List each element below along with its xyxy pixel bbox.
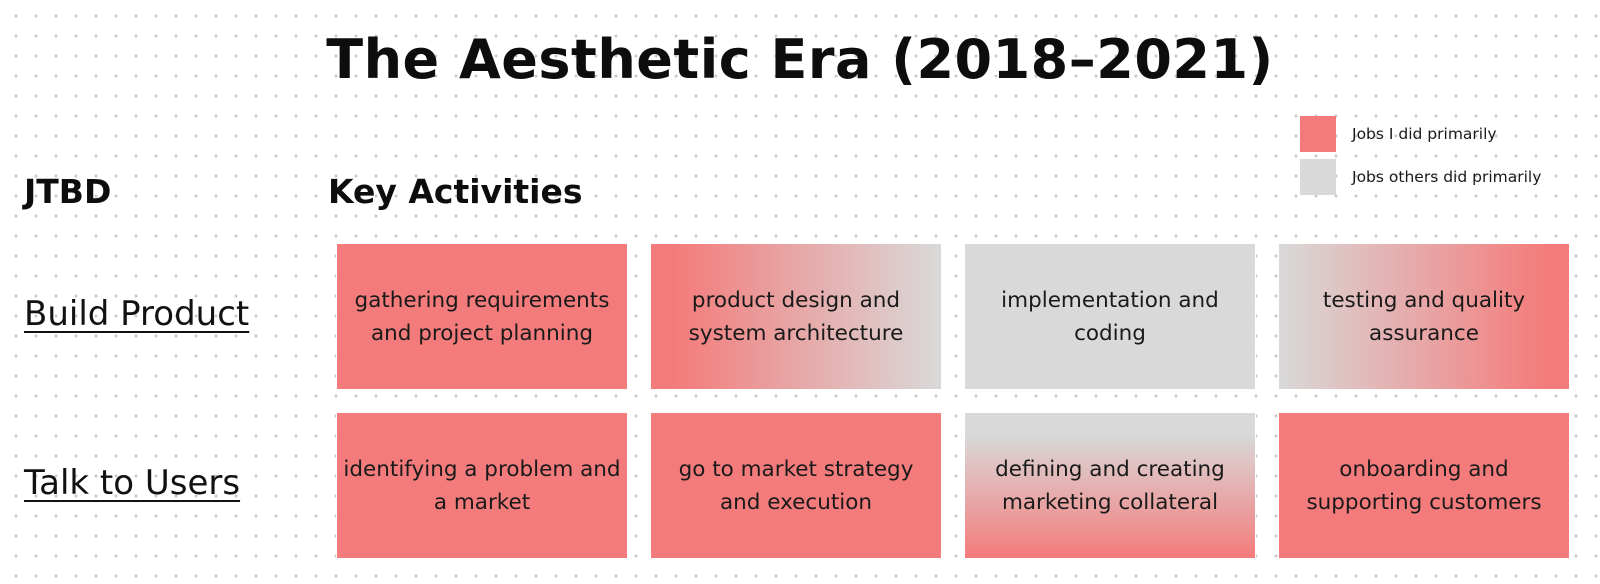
page-title: The Aesthetic Era (2018–2021) — [326, 28, 1274, 91]
activity-card-text: testing and quality assurance — [1322, 287, 1526, 346]
activity-card-onboarding: onboarding and supporting customers — [1279, 413, 1569, 558]
activity-card-go-to-market: go to market strategy and execution — [651, 413, 941, 558]
row-label-build-product: Build Product — [24, 294, 250, 334]
activity-card-text: identifying a problem and a market — [343, 456, 621, 515]
legend-label-mine: Jobs I did primarily — [1352, 125, 1497, 143]
row-label-talk-to-users: Talk to Users — [24, 463, 241, 503]
activity-card-text: implementation and coding — [1001, 287, 1219, 346]
legend-swatch-mine — [1300, 116, 1336, 152]
activity-card-text: go to market strategy and execution — [678, 456, 914, 515]
legend-item-mine: Jobs I did primarily — [1300, 116, 1590, 152]
activity-card-marketing-collateral: defining and creating marketing collater… — [965, 413, 1255, 558]
activity-card-text: onboarding and supporting customers — [1306, 456, 1542, 515]
legend-item-others: Jobs others did primarily — [1300, 159, 1590, 195]
activity-card-text: product design and system architecture — [688, 287, 904, 346]
activity-card-text: gathering requirements and project plann… — [354, 287, 610, 346]
activity-card-implementation: implementation and coding — [965, 244, 1255, 389]
activity-card-testing: testing and quality assurance — [1279, 244, 1569, 389]
jtbd-header: JTBD — [24, 172, 112, 211]
legend-swatch-others — [1300, 159, 1336, 195]
activity-card-text: defining and creating marketing collater… — [995, 456, 1225, 515]
activity-card-gathering-requirements: gathering requirements and project plann… — [337, 244, 627, 389]
activity-card-product-design: product design and system architecture — [651, 244, 941, 389]
legend-label-others: Jobs others did primarily — [1352, 168, 1542, 186]
key-activities-header: Key Activities — [328, 172, 583, 211]
activity-card-identifying-problem: identifying a problem and a market — [337, 413, 627, 558]
legend: Jobs I did primarily Jobs others did pri… — [1300, 116, 1590, 202]
